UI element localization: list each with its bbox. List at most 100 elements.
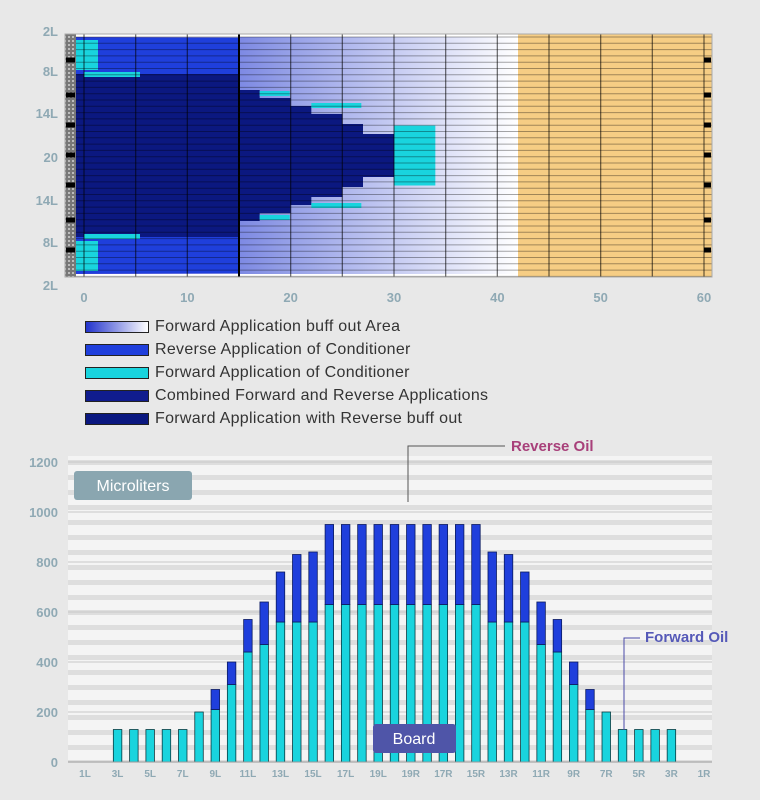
bar-series [112, 524, 677, 763]
y-tick-label: 1200 [29, 455, 58, 470]
board-end-marker [66, 92, 75, 98]
board-end-marker [66, 182, 75, 188]
x-tick-label: 17L [337, 769, 354, 780]
reverse-oil-bar [357, 524, 367, 605]
board-end-marker [704, 92, 711, 98]
x-tick-label: 1R [698, 769, 712, 780]
forward-oil-bar [340, 604, 351, 763]
oil-volume-bar-chart: 0 200 400 600 800 1000 1200 1L 3L 5L 7L 9L 11L 13L 15L… [29, 440, 728, 780]
reverse-oil-bar [340, 524, 351, 605]
map-axes: 2L 8L 14L 20 14L 8L 2L 0 10 20 30 40 50 60 [36, 24, 712, 305]
map-legend: Forward Application buff out Area Revers… [85, 315, 488, 430]
reverse-oil-bar [373, 524, 383, 605]
forward-oil-bar [275, 621, 286, 763]
forward-oil-bar [259, 644, 269, 763]
forward-conditioner-region [394, 125, 436, 186]
legend-swatch-gradient [85, 320, 149, 333]
conditioner-edge-mark [311, 103, 362, 108]
reverse-oil-bar [389, 524, 400, 605]
y-tick-label: 2L [43, 278, 58, 293]
x-tick-label: 3R [665, 769, 679, 780]
legend-item: Reverse Application of Conditioner [85, 338, 488, 361]
forward-oil-bar [634, 729, 644, 763]
x-tick-label: 5R [632, 769, 646, 780]
forward-oil-bar [617, 729, 628, 763]
forward-oil-bar [357, 604, 367, 763]
forward-oil-bar [129, 729, 139, 763]
x-tick-label: 7L [177, 769, 189, 780]
x-tick-label: 19R [402, 769, 421, 780]
x-tick-label: 40 [490, 290, 504, 305]
legend-label: Reverse Application of Conditioner [155, 340, 411, 358]
x-tick-label: 0 [80, 290, 87, 305]
reverse-oil-bar [487, 551, 497, 623]
x-tick-label: 7R [600, 769, 614, 780]
reverse-oil-bar [471, 524, 481, 605]
x-tick-label: 50 [593, 290, 607, 305]
reverse-oil-callout-line [407, 445, 505, 502]
board-end-marker [66, 217, 75, 223]
x-tick-label: 10 [180, 290, 194, 305]
combined-application-region [76, 74, 394, 237]
reverse-oil-bar [585, 689, 595, 710]
legend-swatch [85, 412, 149, 425]
y-tick-label: 8L [43, 235, 58, 250]
reverse-oil-bar [324, 524, 334, 605]
board-end-marker [66, 247, 75, 253]
forward-oil-bar [569, 684, 579, 763]
x-tick-label: 30 [387, 290, 401, 305]
forward-oil-bar [585, 709, 595, 763]
reverse-oil-bar [455, 524, 465, 605]
y-tick-label: 0 [51, 755, 58, 770]
board-end-marker [66, 152, 75, 158]
x-tick-label: 11R [532, 769, 551, 780]
reverse-oil-bar [243, 619, 253, 653]
reverse-oil-bar [569, 661, 579, 685]
forward-oil-bar [178, 729, 188, 763]
forward-oil-bar [161, 729, 172, 763]
forward-oil-bar [666, 729, 677, 763]
reverse-oil-bar [292, 554, 302, 623]
forward-oil-bar [308, 621, 318, 763]
conditioner-edge-mark [259, 91, 290, 96]
forward-oil-bar [226, 684, 237, 763]
forward-oil-bar [487, 621, 497, 763]
reverse-oil-bar [210, 689, 220, 710]
chart-title-box [74, 471, 192, 500]
x-axis-label-box [373, 724, 456, 753]
forward-oil-bar [455, 604, 465, 763]
reverse-oil-bar [259, 601, 269, 645]
y-tick-label: 400 [36, 655, 58, 670]
x-tick-label: 60 [697, 290, 711, 305]
conditioner-edge-mark [84, 72, 140, 77]
forward-oil-bar [112, 729, 123, 763]
board-end-marker [66, 57, 75, 63]
y-tick-label: 1000 [29, 505, 58, 520]
legend-item: Combined Forward and Reverse Application… [85, 384, 488, 407]
map-plot-area [64, 33, 713, 278]
x-tick-label: 3L [112, 769, 124, 780]
legend-item: Forward Application buff out Area [85, 315, 488, 338]
forward-oil-bar [520, 621, 530, 763]
board-end-marker [704, 57, 711, 63]
forward-oil-annotation: Forward Oil [645, 629, 728, 646]
reverse-oil-bar [536, 601, 546, 645]
legend-label: Forward Application buff out Area [155, 317, 401, 335]
reverse-oil-bar [422, 524, 432, 605]
forward-oil-bar [471, 604, 481, 763]
reverse-oil-bar [520, 571, 530, 623]
x-tick-label: 1L [79, 769, 91, 780]
conditioner-edge-mark [84, 234, 140, 239]
legend-swatch [85, 343, 149, 356]
conditioner-edge-mark [311, 203, 362, 208]
legend-swatch [85, 389, 149, 402]
forward-oil-bar [552, 651, 563, 763]
application-map-chart: 2L 8L 14L 20 14L 8L 2L 0 10 20 30 40 50 60 [36, 24, 713, 305]
board-end-marker [704, 122, 711, 128]
forward-oil-bar [650, 729, 660, 763]
x-tick-label: 9L [209, 769, 221, 780]
y-tick-label: 200 [36, 705, 58, 720]
reverse-oil-bar [308, 551, 318, 623]
legend-label: Forward Application of Conditioner [155, 363, 410, 381]
board-end-marker [66, 122, 75, 128]
